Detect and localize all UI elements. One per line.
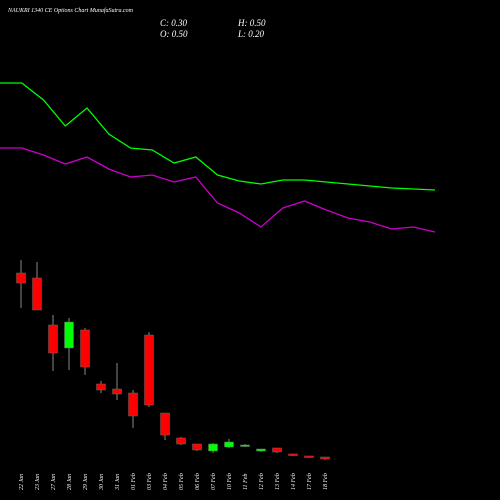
open-label: O: 0.50 (160, 29, 188, 39)
x-tick-label: 27 Jan (51, 474, 57, 490)
x-tick-label: 13 Feb (275, 473, 281, 490)
candle-body (208, 443, 218, 452)
x-tick-label: 14 Feb (290, 473, 297, 490)
candle-body (288, 453, 298, 456)
candle-body (256, 448, 266, 452)
x-tick-label: 04 Feb (162, 473, 169, 490)
candle-body (272, 447, 282, 453)
candle-body (240, 444, 250, 447)
high-label: H: 0.50 (237, 18, 266, 28)
x-tick-label: 28 Jan (67, 474, 73, 490)
x-tick-label: 11 Feb (243, 474, 249, 490)
candle-body (64, 321, 74, 349)
close-label: C: 0.30 (160, 18, 188, 28)
x-tick-label: 22 Jan (19, 474, 25, 490)
candle-body (112, 388, 122, 395)
candle-body (48, 324, 58, 354)
candle-body (304, 455, 314, 458)
x-tick-label: 01 Feb (131, 473, 137, 490)
x-tick-label: 18 Feb (323, 473, 329, 490)
x-tick-label: 10 Feb (227, 473, 233, 490)
x-tick-label: 30 Jan (99, 474, 105, 491)
chart-title: NAUKRI 1340 CE Options Chart MunafaSutra… (7, 7, 134, 14)
candle-body (16, 272, 26, 284)
candle-body (192, 443, 202, 451)
candle-body (96, 383, 106, 391)
x-tick-label: 07 Feb (211, 473, 217, 490)
candle-body (176, 437, 186, 445)
candle-body (32, 277, 42, 311)
candle-body (80, 329, 90, 368)
x-tick-label: 06 Feb (195, 473, 201, 490)
candle-body (144, 334, 154, 406)
candle-body (224, 441, 234, 448)
x-tick-label: 12 Feb (259, 473, 265, 490)
x-tick-label: 31 Jan (115, 474, 121, 491)
x-tick-label: 23 Jan (35, 474, 41, 490)
candle-body (320, 456, 330, 460)
candle-body (128, 392, 138, 417)
x-tick-label: 29 Jan (83, 474, 89, 490)
x-tick-label: 05 Feb (179, 473, 185, 490)
candle-body (160, 412, 170, 436)
line-series (0, 82, 436, 191)
x-tick-label: 17 Feb (307, 473, 313, 490)
line-series (0, 147, 436, 233)
low-label: L: 0.20 (237, 29, 265, 39)
x-tick-label: 03 Feb (147, 473, 153, 490)
